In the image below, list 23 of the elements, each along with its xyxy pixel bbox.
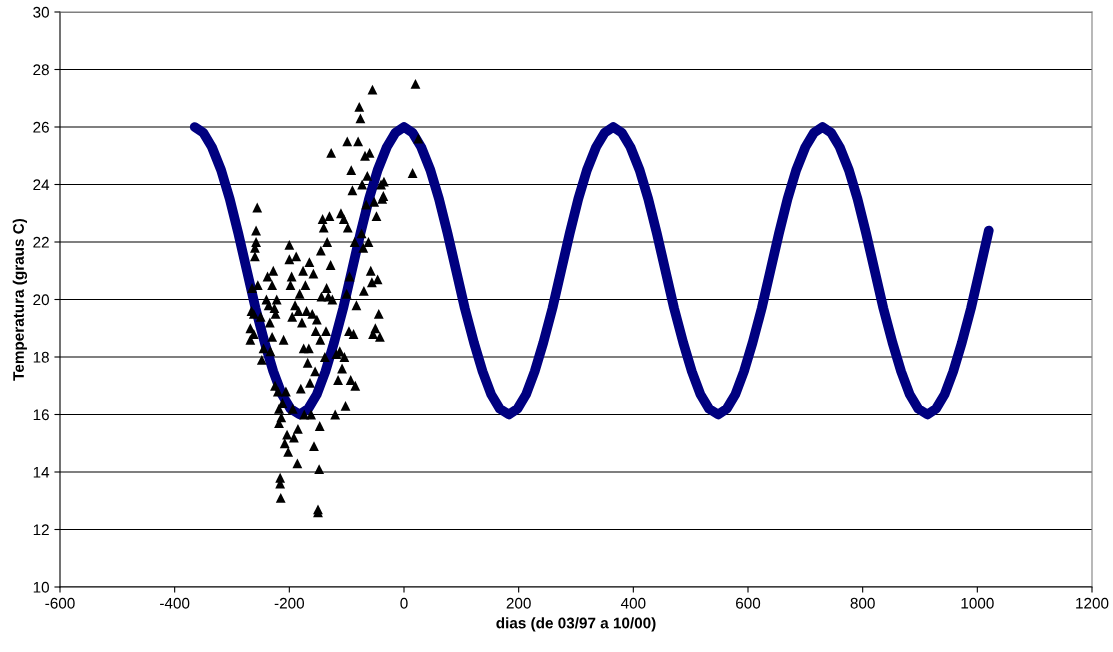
x-axis-title: dias (de 03/97 a 10/00) (496, 617, 656, 632)
y-tick-label: 16 (33, 409, 49, 421)
x-tick-label: 400 (620, 597, 646, 609)
y-tick-label: 30 (33, 6, 49, 18)
y-tick-label: 12 (33, 524, 49, 536)
y-axis-title: Temperatura (graus C) (12, 218, 28, 381)
y-tick-label: 20 (33, 294, 49, 306)
x-tick-label: 600 (736, 597, 761, 609)
x-tick-label: -200 (274, 597, 305, 609)
y-tick-label: 22 (33, 236, 49, 248)
x-tick-label: 0 (400, 597, 408, 609)
x-tick-label: 800 (850, 597, 875, 609)
y-tick-label: 14 (33, 467, 50, 478)
y-tick-label: 10 (33, 581, 49, 593)
y-tick-label: 28 (33, 64, 49, 76)
y-tick-label: 24 (33, 179, 50, 191)
x-tick-label: 1200 (1076, 597, 1109, 609)
y-tick-label: 26 (33, 121, 49, 133)
x-tick-label: -400 (160, 597, 190, 609)
x-tick-label: -600 (45, 597, 75, 609)
x-tick-label: 1000 (961, 597, 994, 609)
x-tick-label: 200 (506, 597, 531, 609)
y-tick-label: 18 (33, 351, 49, 363)
